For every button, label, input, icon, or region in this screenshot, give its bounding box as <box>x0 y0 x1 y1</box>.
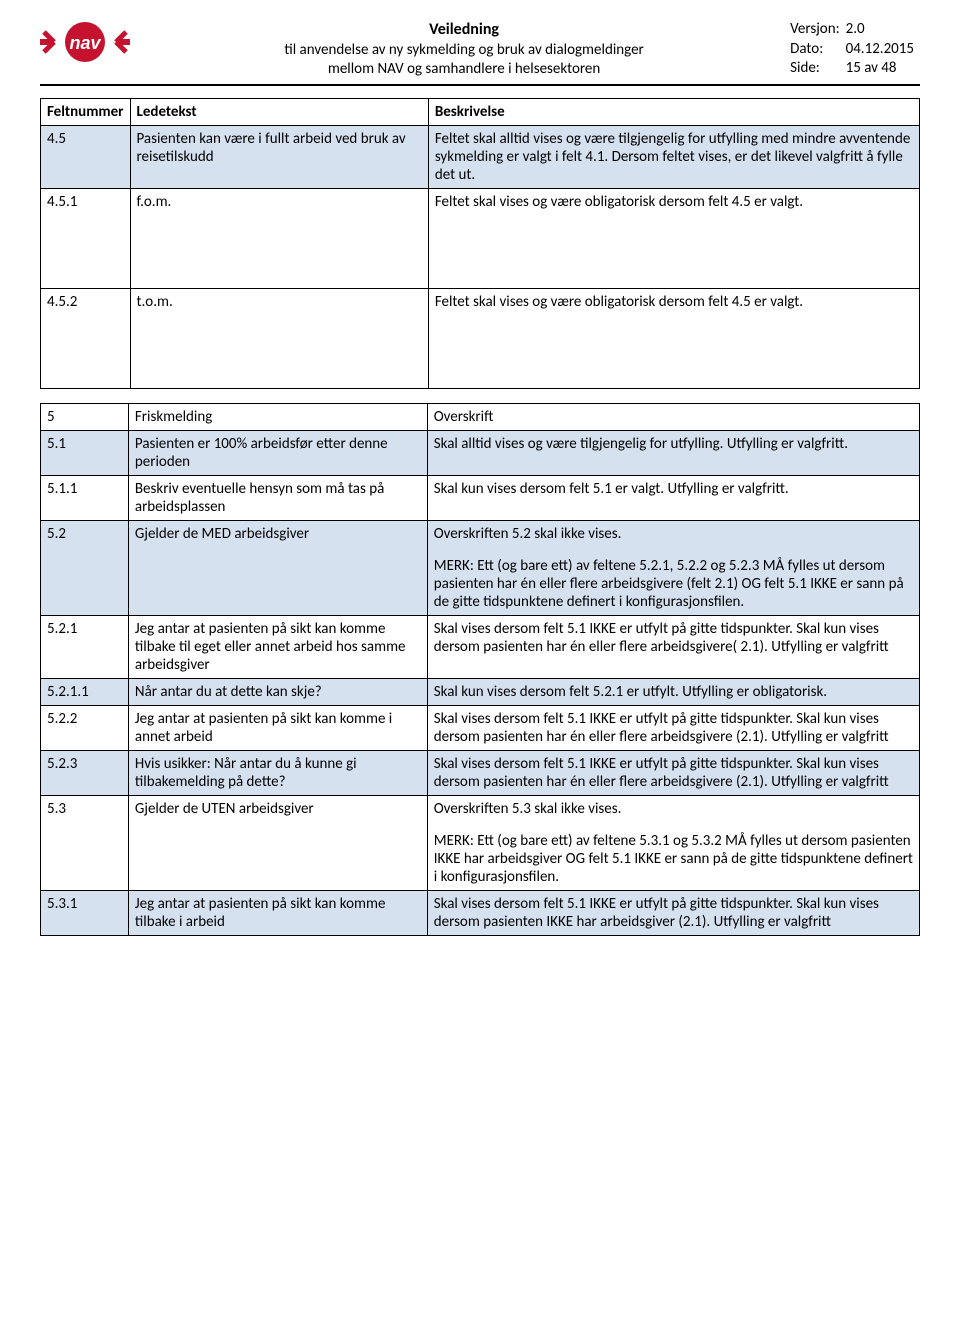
table-cell: Skal alltid vises og være tilgjengelig f… <box>427 430 919 475</box>
table-row: 5.2Gjelder de MED arbeidsgiverOverskrift… <box>41 520 920 615</box>
table-header-row: Feltnummer Ledetekst Beskrivelse <box>41 98 920 125</box>
table-cell: t.o.m. <box>130 288 428 388</box>
table-row: 5FriskmeldingOverskrift <box>41 403 920 430</box>
table-1: Feltnummer Ledetekst Beskrivelse 4.5Pasi… <box>40 98 920 389</box>
table-2: 5FriskmeldingOverskrift5.1Pasienten er 1… <box>40 403 920 936</box>
table-row: 5.2.2Jeg antar at pasienten på sikt kan … <box>41 705 920 750</box>
table-row: 4.5Pasienten kan være i fullt arbeid ved… <box>41 125 920 188</box>
cell-paragraph: MERK: Ett (og bare ett) av feltene 5.3.1… <box>434 832 913 886</box>
table-row: 4.5.1f.o.m.Feltet skal vises og være obl… <box>41 188 920 288</box>
table-cell: Jeg antar at pasienten på sikt kan komme… <box>128 615 427 678</box>
page-header: nav Veiledning til anvendelse av ny sykm… <box>40 20 920 86</box>
table-cell: Skal vises dersom felt 5.1 IKKE er utfyl… <box>427 615 919 678</box>
page-label: Side: <box>790 59 845 79</box>
table-cell: Skal vises dersom felt 5.1 IKKE er utfyl… <box>427 750 919 795</box>
doc-title: Veiledning <box>138 20 790 41</box>
col-beskrivelse: Beskrivelse <box>428 98 919 125</box>
table-cell: Gjelder de MED arbeidsgiver <box>128 520 427 615</box>
table-cell: Hvis usikker: Når antar du å kunne gi ti… <box>128 750 427 795</box>
page-value: 15 av 48 <box>846 59 920 79</box>
table-cell: 4.5 <box>41 125 131 188</box>
table-row: 5.1Pasienten er 100% arbeidsfør etter de… <box>41 430 920 475</box>
table-cell: 5.2.1.1 <box>41 678 129 705</box>
cell-paragraph: Overskriften 5.2 skal ikke vises. <box>434 525 913 543</box>
table-cell: Overskriften 5.2 skal ikke vises. MERK: E… <box>427 520 919 615</box>
table-row: 5.3.1Jeg antar at pasienten på sikt kan … <box>41 890 920 935</box>
table-cell: 5.1 <box>41 430 129 475</box>
table-cell: Feltet skal alltid vises og være tilgjen… <box>428 125 919 188</box>
table-row: 5.2.1.1Når antar du at dette kan skje?Sk… <box>41 678 920 705</box>
table-cell: 4.5.2 <box>41 288 131 388</box>
cell-paragraph: Overskriften 5.3 skal ikke vises. <box>434 800 913 818</box>
table-row: 4.5.2t.o.m.Feltet skal vises og være obl… <box>41 288 920 388</box>
table-cell: Skal kun vises dersom felt 5.2.1 er utfy… <box>427 678 919 705</box>
doc-subtitle-1: til anvendelse av ny sykmelding og bruk … <box>138 41 790 61</box>
nav-logo: nav <box>40 20 130 64</box>
table-cell: Når antar du at dette kan skje? <box>128 678 427 705</box>
table-cell: Friskmelding <box>128 403 427 430</box>
table-cell: Feltet skal vises og være obligatorisk d… <box>428 188 919 288</box>
table-cell: 5.2.2 <box>41 705 129 750</box>
table-cell: Beskriv eventuelle hensyn som må tas på … <box>128 475 427 520</box>
table-cell: f.o.m. <box>130 188 428 288</box>
table-cell: Skal kun vises dersom felt 5.1 er valgt.… <box>427 475 919 520</box>
table-cell: 5.2 <box>41 520 129 615</box>
table-cell: 5.1.1 <box>41 475 129 520</box>
table-cell: Overskriften 5.3 skal ikke vises. MERK: E… <box>427 795 919 890</box>
date-value: 04.12.2015 <box>846 40 920 60</box>
table-cell: Skal vises dersom felt 5.1 IKKE er utfyl… <box>427 890 919 935</box>
cell-paragraph: MERK: Ett (og bare ett) av feltene 5.2.1… <box>434 557 913 611</box>
table-cell: Overskrift <box>427 403 919 430</box>
table-cell: 5 <box>41 403 129 430</box>
table-row: 5.2.3Hvis usikker: Når antar du å kunne … <box>41 750 920 795</box>
table-cell: 5.3 <box>41 795 129 890</box>
table-cell: Feltet skal vises og være obligatorisk d… <box>428 288 919 388</box>
table-cell: Gjelder de UTEN arbeidsgiver <box>128 795 427 890</box>
doc-subtitle-2: mellom NAV og samhandlere i helsesektore… <box>138 60 790 80</box>
header-meta: Versjon: 2.0 Dato: 04.12.2015 Side: 15 a… <box>790 20 920 79</box>
version-value: 2.0 <box>846 20 920 40</box>
col-ledetekst: Ledetekst <box>130 98 428 125</box>
table-row: 5.1.1Beskriv eventuelle hensyn som må ta… <box>41 475 920 520</box>
table-cell: Pasienten kan være i fullt arbeid ved br… <box>130 125 428 188</box>
svg-text:nav: nav <box>69 33 101 53</box>
table-cell: Pasienten er 100% arbeidsfør etter denne… <box>128 430 427 475</box>
table-row: 5.2.1Jeg antar at pasienten på sikt kan … <box>41 615 920 678</box>
table-cell: Skal vises dersom felt 5.1 IKKE er utfyl… <box>427 705 919 750</box>
table-cell: 5.2.1 <box>41 615 129 678</box>
version-label: Versjon: <box>790 20 845 40</box>
date-label: Dato: <box>790 40 845 60</box>
table-cell: Jeg antar at pasienten på sikt kan komme… <box>128 890 427 935</box>
table-cell: 5.2.3 <box>41 750 129 795</box>
table-row: 5.3Gjelder de UTEN arbeidsgiverOverskrif… <box>41 795 920 890</box>
table-cell: 4.5.1 <box>41 188 131 288</box>
header-title-block: Veiledning til anvendelse av ny sykmeldi… <box>138 20 790 80</box>
col-feltnummer: Feltnummer <box>41 98 131 125</box>
table-cell: 5.3.1 <box>41 890 129 935</box>
table-cell: Jeg antar at pasienten på sikt kan komme… <box>128 705 427 750</box>
